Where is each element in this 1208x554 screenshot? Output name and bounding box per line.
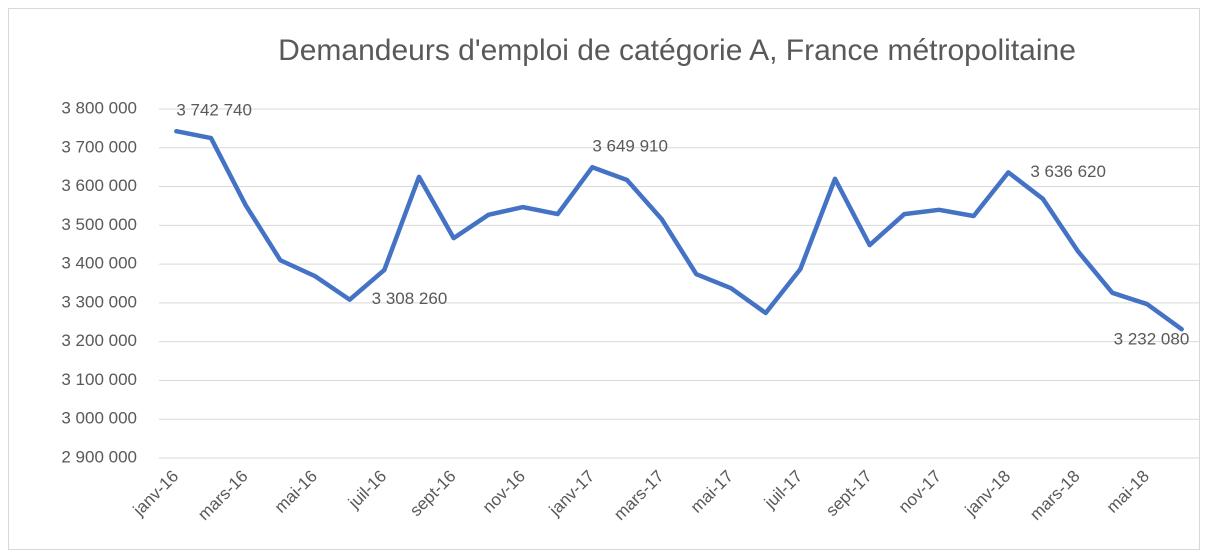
chart-title: Demandeurs d'emploi de catégorie A, Fran…	[278, 34, 1076, 67]
data-label: 3 308 260	[372, 289, 448, 308]
y-tick-label: 3 100 000	[61, 370, 137, 389]
chart-frame	[8, 8, 1200, 550]
y-tick-label: 3 800 000	[61, 98, 137, 117]
y-tick-label: 3 500 000	[61, 215, 137, 234]
y-tick-label: 3 700 000	[61, 137, 137, 156]
data-label: 3 232 080	[1114, 330, 1190, 349]
y-tick-label: 3 300 000	[61, 292, 137, 311]
data-label: 3 649 910	[592, 137, 668, 156]
data-line	[174, 128, 1184, 332]
y-tick-label: 3 000 000	[61, 409, 137, 428]
data-label: 3 742 740	[176, 101, 252, 120]
y-tick-label: 2 900 000	[61, 447, 137, 466]
y-tick-label: 3 400 000	[61, 254, 137, 273]
data-label: 3 636 620	[1030, 162, 1106, 181]
y-tick-label: 3 600 000	[61, 176, 137, 195]
y-tick-label: 3 200 000	[61, 331, 137, 350]
